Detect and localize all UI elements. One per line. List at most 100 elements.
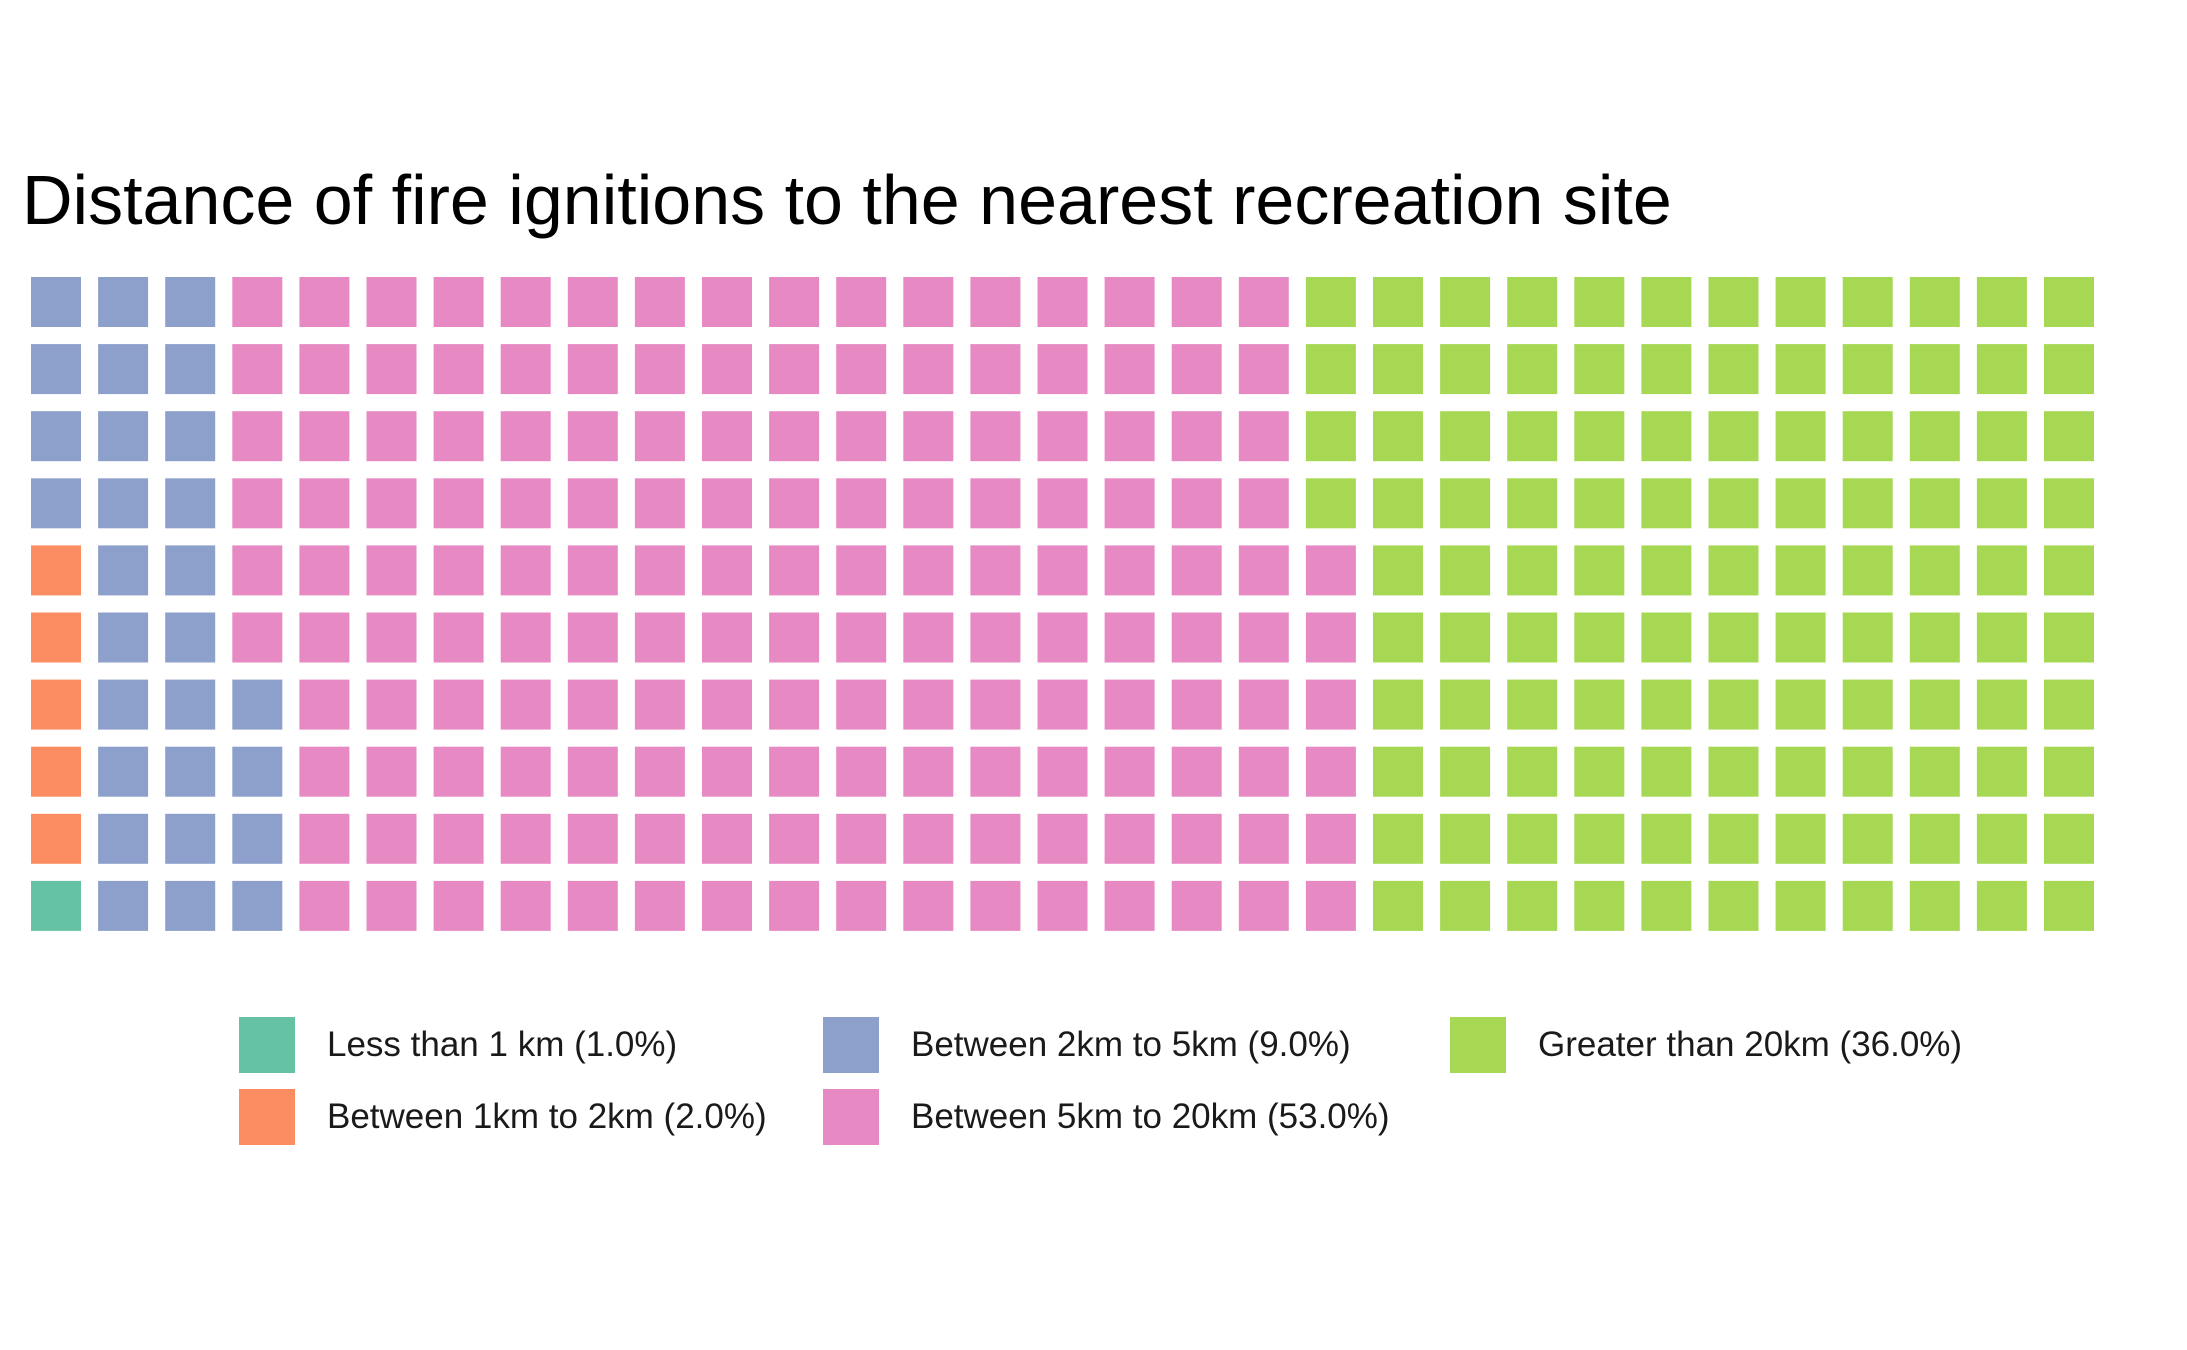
waffle-square-4 bbox=[500, 545, 551, 596]
waffle-square-3 bbox=[98, 813, 149, 864]
waffle-square-4 bbox=[1037, 880, 1088, 931]
waffle-square-5 bbox=[1641, 344, 1692, 395]
waffle-square-4 bbox=[702, 612, 752, 663]
waffle-square-4 bbox=[567, 277, 618, 327]
waffle-square-3 bbox=[98, 880, 149, 931]
waffle-square-4 bbox=[836, 545, 887, 596]
waffle-square-5 bbox=[1373, 813, 1423, 864]
waffle-square-4 bbox=[433, 411, 484, 462]
waffle-square-3 bbox=[165, 277, 216, 327]
waffle-square-4 bbox=[500, 411, 551, 462]
waffle-square-4 bbox=[903, 277, 954, 327]
waffle-square-4 bbox=[702, 478, 752, 529]
waffle-square-5 bbox=[1842, 277, 1893, 327]
waffle-square-5 bbox=[1373, 545, 1423, 596]
waffle-square-5 bbox=[1574, 746, 1625, 797]
waffle-square-5 bbox=[2044, 880, 2094, 931]
waffle-square-5 bbox=[1775, 612, 1826, 663]
waffle-square-4 bbox=[836, 880, 887, 931]
waffle-square-4 bbox=[500, 679, 551, 730]
waffle-square-4 bbox=[1238, 679, 1289, 730]
waffle-square-4 bbox=[970, 679, 1021, 730]
waffle-square-5 bbox=[1775, 679, 1826, 730]
waffle-square-3 bbox=[31, 277, 81, 327]
waffle-square-5 bbox=[1842, 612, 1893, 663]
waffle-square-4 bbox=[970, 612, 1021, 663]
waffle-square-5 bbox=[1641, 411, 1692, 462]
waffle-square-4 bbox=[1238, 545, 1289, 596]
waffle-square-5 bbox=[1909, 746, 1960, 797]
waffle-square-5 bbox=[1373, 612, 1423, 663]
waffle-square-4 bbox=[1171, 545, 1222, 596]
waffle-square-4 bbox=[1305, 813, 1356, 864]
waffle-square-2 bbox=[31, 545, 81, 596]
waffle-square-4 bbox=[903, 679, 954, 730]
waffle-square-4 bbox=[567, 880, 618, 931]
waffle-square-4 bbox=[366, 344, 417, 395]
waffle-square-4 bbox=[769, 612, 820, 663]
waffle-square-4 bbox=[702, 746, 752, 797]
waffle-square-5 bbox=[1373, 679, 1423, 730]
waffle-square-4 bbox=[769, 746, 820, 797]
waffle-square-4 bbox=[1305, 746, 1356, 797]
waffle-square-5 bbox=[1507, 813, 1558, 864]
waffle-square-4 bbox=[1104, 880, 1155, 931]
waffle-square-4 bbox=[366, 880, 417, 931]
waffle-square-3 bbox=[31, 478, 81, 529]
waffle-square-5 bbox=[1440, 746, 1491, 797]
waffle-square-4 bbox=[634, 411, 685, 462]
waffle-square-5 bbox=[1507, 411, 1558, 462]
waffle-square-4 bbox=[1238, 880, 1289, 931]
waffle-square-4 bbox=[500, 277, 551, 327]
waffle-square-5 bbox=[1373, 411, 1423, 462]
waffle-square-4 bbox=[836, 612, 887, 663]
waffle-square-5 bbox=[2044, 813, 2094, 864]
waffle-square-5 bbox=[1574, 344, 1625, 395]
waffle-square-5 bbox=[1305, 277, 1356, 327]
waffle-square-4 bbox=[836, 478, 887, 529]
waffle-square-4 bbox=[232, 344, 283, 395]
waffle-square-4 bbox=[1305, 679, 1356, 730]
waffle-square-4 bbox=[366, 612, 417, 663]
waffle-square-4 bbox=[1238, 411, 1289, 462]
waffle-square-5 bbox=[1976, 813, 2027, 864]
waffle-square-3 bbox=[165, 746, 216, 797]
waffle-square-4 bbox=[1305, 612, 1356, 663]
waffle-square-4 bbox=[232, 545, 283, 596]
waffle-square-4 bbox=[1037, 679, 1088, 730]
waffle-square-5 bbox=[1507, 344, 1558, 395]
waffle-square-3 bbox=[98, 545, 149, 596]
waffle-square-2 bbox=[31, 746, 81, 797]
waffle-square-4 bbox=[702, 679, 752, 730]
waffle-square-4 bbox=[836, 746, 887, 797]
waffle-square-4 bbox=[634, 545, 685, 596]
waffle-square-3 bbox=[232, 880, 283, 931]
waffle-square-4 bbox=[634, 880, 685, 931]
waffle-square-5 bbox=[1842, 746, 1893, 797]
waffle-square-4 bbox=[1238, 612, 1289, 663]
waffle-square-5 bbox=[1909, 344, 1960, 395]
waffle-square-5 bbox=[2044, 679, 2094, 730]
waffle-square-4 bbox=[500, 746, 551, 797]
waffle-square-4 bbox=[299, 612, 350, 663]
waffle-square-3 bbox=[232, 679, 283, 730]
waffle-square-5 bbox=[1574, 813, 1625, 864]
waffle-square-5 bbox=[2044, 612, 2094, 663]
waffle-square-2 bbox=[31, 813, 81, 864]
waffle-square-5 bbox=[1976, 344, 2027, 395]
waffle-square-4 bbox=[634, 813, 685, 864]
waffle-square-4 bbox=[366, 679, 417, 730]
waffle-square-5 bbox=[1574, 411, 1625, 462]
waffle-square-4 bbox=[702, 545, 752, 596]
waffle-square-4 bbox=[433, 612, 484, 663]
waffle-square-5 bbox=[1373, 880, 1423, 931]
waffle-square-4 bbox=[433, 344, 484, 395]
waffle-square-4 bbox=[299, 478, 350, 529]
waffle-square-5 bbox=[1842, 813, 1893, 864]
waffle-square-5 bbox=[1708, 880, 1759, 931]
waffle-square-3 bbox=[165, 813, 216, 864]
waffle-square-4 bbox=[1171, 411, 1222, 462]
waffle-square-4 bbox=[567, 612, 618, 663]
waffle-square-4 bbox=[433, 478, 484, 529]
waffle-square-4 bbox=[1104, 344, 1155, 395]
